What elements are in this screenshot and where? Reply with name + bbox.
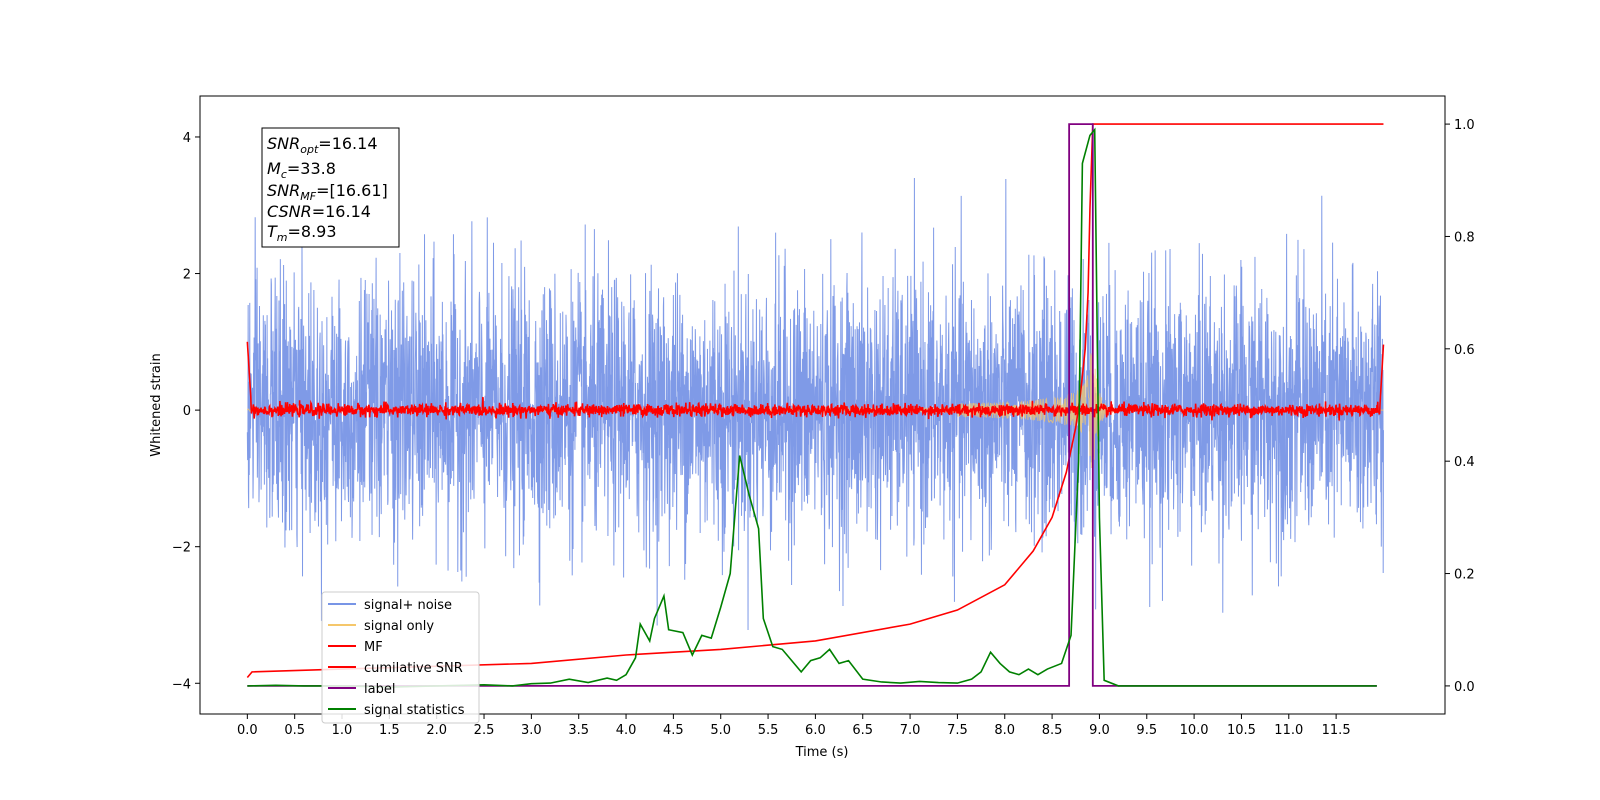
- x-tick-label: 7.5: [947, 723, 968, 738]
- x-tick-label: 2.5: [474, 723, 495, 738]
- x-tick-label: 5.5: [758, 723, 779, 738]
- y-right-tick-label: 0.4: [1454, 455, 1475, 470]
- x-tick-label: 11.5: [1322, 723, 1351, 738]
- axes-layer: 0.0 0.5 1.0 1.5 2.0 2.5 3.0 3.5 4.0 4.5 5.0 5.5 6.0 6…: [172, 118, 1475, 738]
- x-tick-label: 6.0: [805, 723, 826, 738]
- info-mc: Mc=33.8: [267, 159, 336, 181]
- x-tick-label: 2.0: [426, 723, 447, 738]
- series-signal-statistics: [247, 127, 1377, 688]
- x-tick-label: 9.5: [1136, 723, 1157, 738]
- y-left-tick-label: 2: [183, 268, 191, 283]
- x-tick-label: 10.5: [1227, 723, 1256, 738]
- x-tick-label: 5.0: [710, 723, 731, 738]
- series-signal-noise: [246, 178, 1384, 630]
- x-axis-label: Time (s): [795, 745, 849, 760]
- info-snr-mf: SNRMF=[16.61]: [267, 181, 388, 203]
- x-tick-label: 3.5: [568, 723, 589, 738]
- x-tick-label: 6.5: [852, 723, 873, 738]
- legend-label-signal-only: signal only: [364, 619, 434, 634]
- x-tick-label: 8.0: [994, 723, 1015, 738]
- x-tick-label: 8.5: [1042, 723, 1063, 738]
- x-tick-label: 11.0: [1274, 723, 1303, 738]
- legend-label-label: label: [364, 682, 395, 697]
- x-tick-label: 10.0: [1180, 723, 1209, 738]
- legend-frame: [321, 591, 480, 724]
- info-tm: Tm=8.93: [267, 222, 337, 244]
- y-axis-label: Whitened strain: [149, 353, 164, 456]
- y-left-tick-label: 0: [183, 404, 191, 419]
- info-csnr: CSNR=16.14: [267, 202, 371, 221]
- series-mf: [246, 341, 1385, 421]
- x-tick-label: 1.0: [332, 723, 353, 738]
- x-tick-label: 0.0: [237, 723, 258, 738]
- legend-label-cumulative-snr: cumilative SNR: [364, 661, 463, 676]
- x-tick-label: 7.0: [900, 723, 921, 738]
- y-left-tick-label: −4: [172, 677, 191, 692]
- info-box: SNRopt=16.14 Mc=33.8 SNRMF=[16.61] CSNR=…: [261, 127, 400, 248]
- legend: signal+ noise signal only MF cumilative …: [321, 591, 480, 724]
- x-tick-label: 4.5: [663, 723, 684, 738]
- info-snr-opt: SNRopt=16.14: [267, 134, 378, 156]
- y-right-tick-label: 0.8: [1454, 230, 1475, 245]
- legend-label-signal-noise: signal+ noise: [364, 598, 452, 613]
- info-box-frame: [261, 127, 400, 248]
- y-left-tick-label: 4: [183, 131, 191, 146]
- x-tick-label: 9.0: [1089, 723, 1110, 738]
- x-tick-label: 3.0: [521, 723, 542, 738]
- plot-frame: [199, 95, 1446, 715]
- y-right-tick-label: 0.2: [1454, 568, 1475, 583]
- legend-label-mf: MF: [364, 640, 383, 655]
- y-right-tick-label: 0.6: [1454, 343, 1475, 358]
- y-right-tick-label: 1.0: [1454, 118, 1475, 133]
- y-left-tick-label: −2: [172, 541, 191, 556]
- legend-label-signal-statistics: signal statistics: [364, 703, 465, 718]
- x-tick-label: 4.0: [616, 723, 637, 738]
- x-tick-label: 0.5: [284, 723, 305, 738]
- y-right-tick-label: 0.0: [1454, 680, 1475, 695]
- x-tick-label: 1.5: [379, 723, 400, 738]
